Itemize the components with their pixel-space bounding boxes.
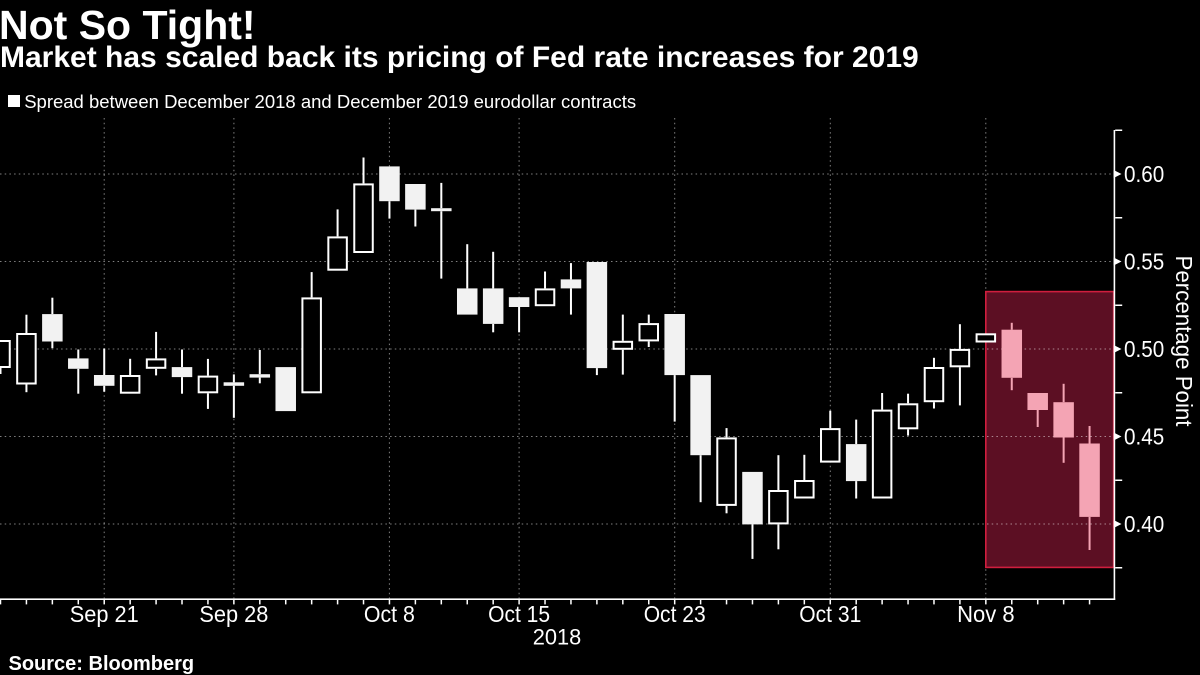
svg-text:Percentage Point: Percentage Point bbox=[1171, 256, 1197, 427]
svg-text:0.55: 0.55 bbox=[1124, 249, 1164, 275]
svg-text:Oct 31: Oct 31 bbox=[799, 601, 861, 627]
svg-text:0.45: 0.45 bbox=[1124, 424, 1164, 450]
svg-text:2018: 2018 bbox=[533, 625, 582, 650]
svg-text:0.40: 0.40 bbox=[1124, 511, 1164, 537]
svg-text:Oct 15: Oct 15 bbox=[488, 601, 550, 627]
svg-text:Oct 23: Oct 23 bbox=[644, 601, 706, 627]
svg-text:0.60: 0.60 bbox=[1124, 161, 1164, 187]
svg-text:Nov 8: Nov 8 bbox=[957, 601, 1015, 627]
svg-text:Oct 8: Oct 8 bbox=[364, 601, 415, 627]
svg-text:0.50: 0.50 bbox=[1124, 336, 1164, 362]
svg-text:Sep 28: Sep 28 bbox=[199, 601, 268, 627]
svg-text:Sep 21: Sep 21 bbox=[70, 601, 139, 627]
